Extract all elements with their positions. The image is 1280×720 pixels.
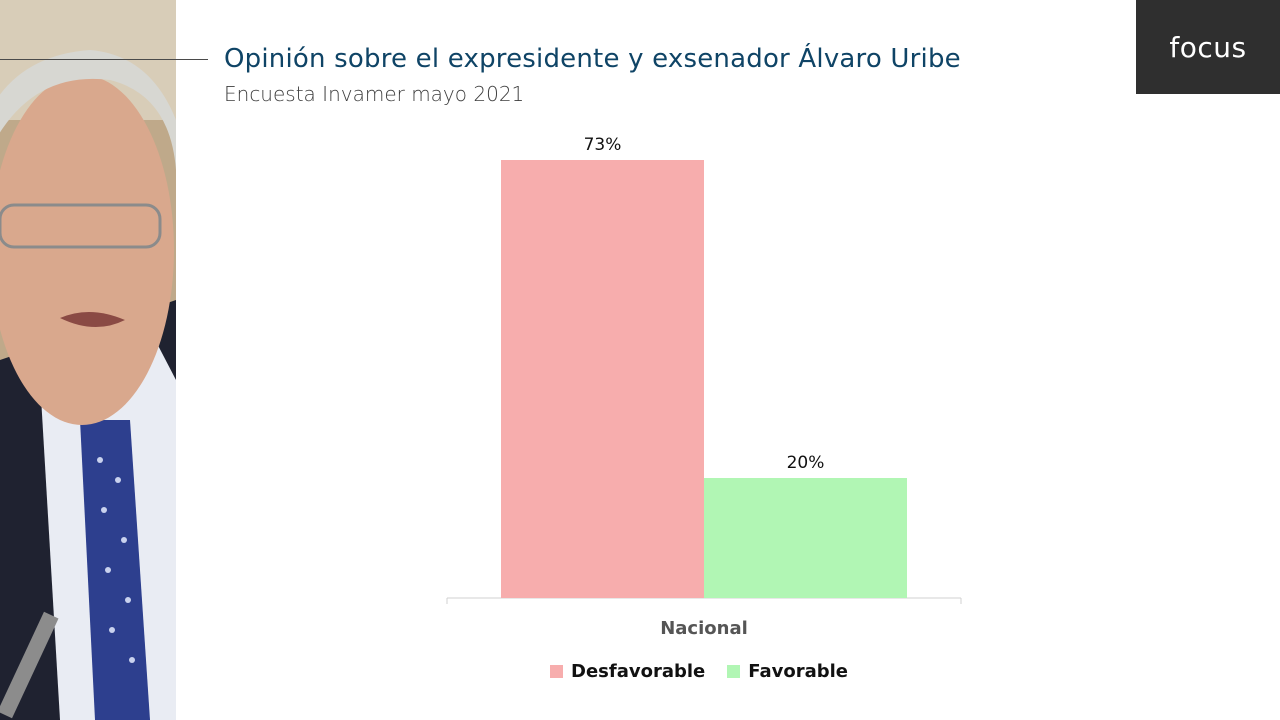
legend-swatch-favorable — [727, 664, 741, 678]
legend-item-favorable: Favorable — [727, 661, 848, 682]
legend-label-favorable: Favorable — [748, 660, 849, 682]
chart-legend: Desfavorable Favorable — [550, 659, 848, 683]
legend-item-desfavorable: Desfavorable — [550, 661, 705, 682]
data-label-desfavorable: 73% — [584, 135, 622, 155]
bar-favorable — [704, 478, 907, 598]
legend-swatch-desfavorable — [550, 664, 563, 678]
focus-logo: focus — [1136, 0, 1280, 94]
legend-label-desfavorable: Desfavorable — [571, 660, 706, 682]
chart-title: Opinión sobre el expresidente y exsenado… — [224, 44, 961, 74]
chart-subtitle: Encuesta Invamer mayo 2021 — [224, 82, 525, 106]
politician-photo — [0, 0, 176, 720]
accent-line — [0, 59, 208, 60]
category-label-nacional: Nacional — [660, 618, 748, 639]
logo-text: focus — [1169, 30, 1247, 64]
data-label-favorable: 20% — [787, 453, 825, 473]
bar-desfavorable — [501, 160, 704, 598]
